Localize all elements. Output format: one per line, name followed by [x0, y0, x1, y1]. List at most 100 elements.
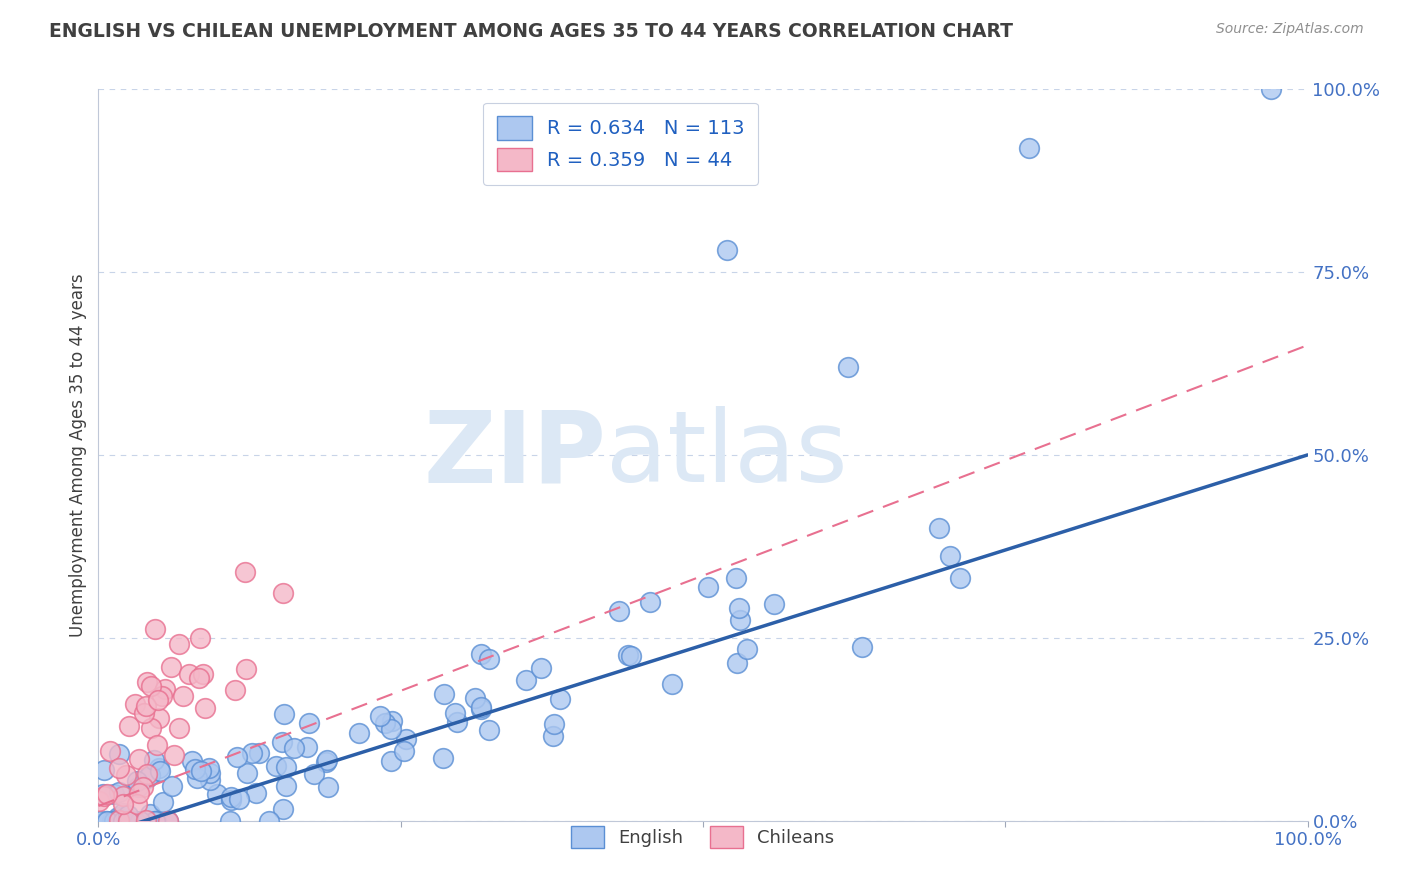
Point: [392, 744, 415, 758]
Point: [101, 814, 124, 828]
Point: [118, 814, 141, 828]
Point: [129, 814, 152, 828]
Point: [347, 726, 370, 740]
Point: [315, 755, 337, 769]
Point: [120, 814, 142, 828]
Y-axis label: Unemployment Among Ages 35 to 44 years: Unemployment Among Ages 35 to 44 years: [69, 273, 87, 637]
Point: [446, 715, 468, 730]
Point: [93, 763, 115, 777]
Point: [186, 771, 208, 785]
Point: [735, 642, 758, 657]
Point: [1018, 141, 1040, 155]
Point: [200, 772, 222, 787]
Point: [93, 789, 115, 804]
Point: [274, 779, 297, 793]
Point: [111, 797, 134, 811]
Point: [127, 780, 149, 795]
Point: [515, 673, 537, 688]
Point: [617, 648, 640, 662]
Point: [96, 788, 118, 802]
Point: [193, 667, 215, 681]
Point: [541, 730, 564, 744]
Point: [111, 814, 134, 828]
Point: [115, 768, 138, 782]
Point: [380, 754, 402, 768]
Point: [939, 549, 962, 564]
Point: [730, 613, 752, 627]
Point: [93, 787, 115, 801]
Point: [145, 814, 167, 828]
Point: [271, 735, 294, 749]
Point: [103, 787, 125, 801]
Point: [257, 814, 280, 828]
Point: [135, 674, 157, 689]
Point: [444, 706, 467, 720]
Point: [132, 780, 155, 795]
Point: [205, 787, 228, 801]
Point: [298, 716, 321, 731]
Point: [271, 801, 294, 815]
Point: [530, 661, 553, 675]
Point: [112, 789, 135, 803]
Point: [696, 580, 718, 594]
Point: [136, 771, 159, 785]
Point: [477, 723, 499, 738]
Point: [433, 688, 456, 702]
Point: [235, 662, 257, 676]
Point: [224, 682, 246, 697]
Point: [725, 571, 748, 585]
Point: [128, 751, 150, 765]
Point: [219, 814, 242, 828]
Point: [1260, 82, 1282, 96]
Point: [117, 814, 139, 828]
Point: [149, 764, 172, 779]
Point: [543, 716, 565, 731]
Point: [107, 813, 129, 827]
Point: [381, 714, 404, 729]
Point: [716, 243, 738, 257]
Point: [94, 814, 117, 828]
Point: [283, 741, 305, 756]
Point: [139, 807, 162, 822]
Point: [105, 814, 128, 828]
Point: [167, 637, 190, 651]
Point: [198, 766, 221, 780]
Point: [145, 622, 167, 636]
Point: [108, 814, 131, 828]
Point: [163, 748, 186, 763]
Point: [470, 647, 492, 661]
Text: atlas: atlas: [606, 407, 848, 503]
Point: [235, 766, 257, 780]
Point: [725, 656, 748, 670]
Point: [160, 779, 183, 793]
Point: [143, 753, 166, 767]
Point: [181, 754, 204, 768]
Point: [89, 794, 111, 808]
Point: [139, 768, 162, 782]
Point: [948, 571, 970, 585]
Point: [221, 789, 243, 804]
Point: [150, 690, 173, 704]
Point: [118, 718, 141, 732]
Point: [264, 759, 287, 773]
Point: [302, 767, 325, 781]
Point: [160, 660, 183, 674]
Point: [219, 793, 242, 807]
Point: [470, 699, 492, 714]
Point: [125, 773, 148, 788]
Point: [128, 786, 150, 800]
Point: [103, 814, 125, 828]
Legend: English, Chileans: English, Chileans: [561, 815, 845, 859]
Point: [276, 760, 298, 774]
Point: [114, 814, 136, 828]
Point: [380, 723, 402, 737]
Point: [156, 814, 179, 828]
Point: [139, 721, 162, 735]
Point: [240, 746, 263, 760]
Text: ENGLISH VS CHILEAN UNEMPLOYMENT AMONG AGES 35 TO 44 YEARS CORRELATION CHART: ENGLISH VS CHILEAN UNEMPLOYMENT AMONG AG…: [49, 22, 1014, 41]
Point: [117, 808, 139, 822]
Point: [226, 750, 249, 764]
Point: [187, 671, 209, 685]
Point: [156, 814, 179, 828]
Point: [169, 721, 191, 735]
